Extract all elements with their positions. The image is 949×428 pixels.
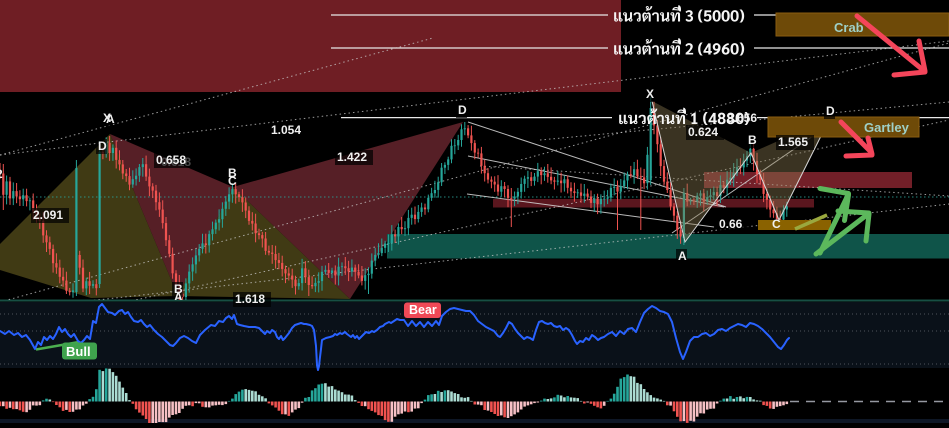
svg-text:Crab: Crab	[834, 20, 864, 35]
svg-text:D: D	[826, 104, 835, 118]
svg-text:0.66: 0.66	[719, 217, 743, 231]
svg-text:0.624: 0.624	[688, 125, 718, 139]
svg-text:B: B	[748, 133, 757, 147]
svg-text:3.656: 3.656	[727, 111, 757, 125]
svg-text:B: B	[174, 282, 183, 296]
svg-text:D: D	[98, 139, 107, 153]
svg-text:1.565: 1.565	[778, 135, 808, 149]
svg-text:1.422: 1.422	[337, 150, 367, 164]
svg-text:Gartley: Gartley	[864, 120, 910, 135]
svg-text:A: A	[174, 290, 183, 304]
svg-text:1.618: 1.618	[235, 292, 265, 306]
svg-text:D: D	[458, 103, 467, 117]
svg-text:2: 2	[0, 167, 3, 181]
svg-text:B: B	[228, 166, 237, 180]
svg-text:1.054: 1.054	[271, 123, 301, 137]
svg-text:Bull: Bull	[66, 344, 91, 359]
svg-text:2.091: 2.091	[33, 208, 63, 222]
svg-text:A: A	[678, 249, 687, 263]
svg-text:C: C	[228, 174, 237, 188]
svg-text:A: A	[106, 112, 115, 126]
svg-text:0.658: 0.658	[156, 153, 186, 167]
svg-text:C: C	[772, 217, 781, 231]
svg-text:X: X	[103, 111, 111, 125]
svg-text:Bear: Bear	[409, 303, 437, 317]
svg-text:X: X	[646, 87, 654, 101]
